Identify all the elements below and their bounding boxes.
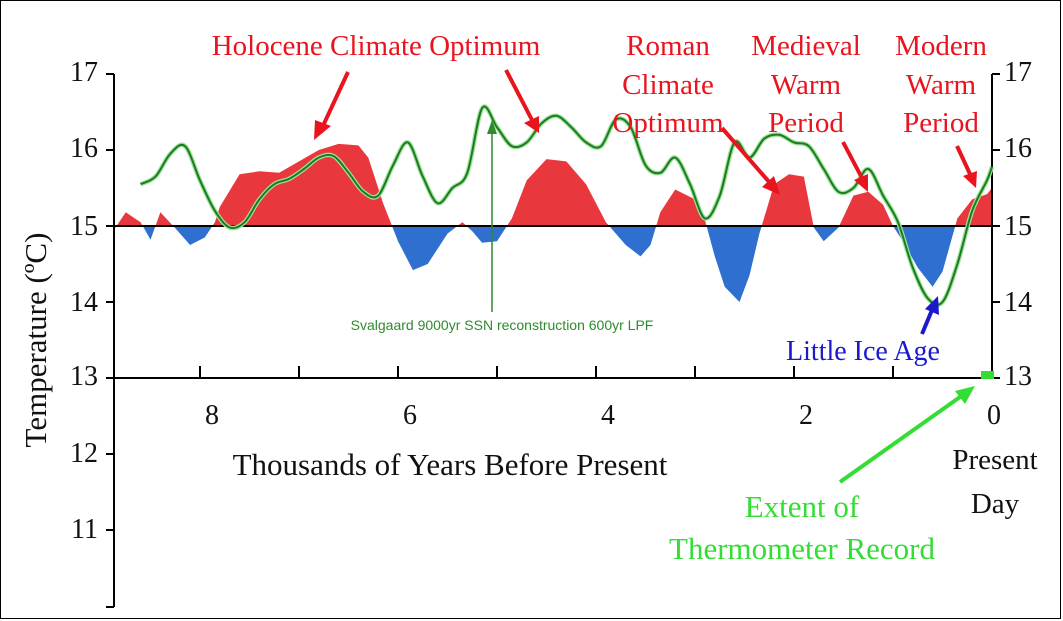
arrowhead-ssn-label bbox=[487, 120, 497, 134]
x-tick-6: 6 bbox=[403, 400, 417, 431]
arrow-modern bbox=[955, 145, 972, 175]
x-tick-2: 2 bbox=[799, 400, 813, 431]
arrow-roman bbox=[720, 126, 772, 185]
arrowhead-holocene-left bbox=[314, 120, 331, 140]
y-axis-label: Temperature (ºC) bbox=[18, 233, 53, 448]
y-tick-left-12: 12 bbox=[70, 438, 98, 469]
arrowhead-holocene-right bbox=[524, 116, 539, 133]
arrow-holocene-right bbox=[504, 69, 534, 121]
annotation-arrows bbox=[314, 69, 977, 484]
y-tick-left-15: 15 bbox=[70, 211, 98, 242]
x-tick-0: 0 bbox=[987, 400, 1001, 431]
y-tick-right-17: 17 bbox=[1004, 57, 1032, 88]
label-extent-of: Extent of bbox=[745, 489, 860, 524]
label-roman-3: Optimum bbox=[612, 107, 724, 139]
label-roman-2: Climate bbox=[622, 69, 714, 101]
y-tick-right-16: 16 bbox=[1004, 133, 1032, 164]
arrowhead-roman bbox=[762, 176, 780, 195]
arrowhead-modern bbox=[963, 171, 977, 188]
y-tick-right-15: 15 bbox=[1004, 211, 1032, 242]
thermometer-record-marker bbox=[981, 371, 994, 379]
label-roman-1: Roman bbox=[626, 30, 710, 62]
x-tick-8: 8 bbox=[205, 400, 219, 431]
arrowhead-thermometer bbox=[955, 386, 975, 404]
arrowhead-little-ice-age bbox=[925, 296, 939, 315]
arrowhead-medieval bbox=[854, 174, 868, 192]
x-tick-4: 4 bbox=[601, 400, 615, 431]
y-tick-right-13: 13 bbox=[1004, 361, 1032, 392]
area-above-baseline bbox=[114, 143, 992, 226]
y-tick-left-14: 14 bbox=[70, 287, 98, 318]
y-tick-left-17: 17 bbox=[70, 57, 98, 88]
label-thermometer-record: Thermometer Record bbox=[669, 531, 935, 566]
label-holocene-climate-optimum: Holocene Climate Optimum bbox=[212, 30, 541, 62]
label-medieval-1: Medieval bbox=[751, 30, 861, 62]
label-svalgaard-series: Svalgaard 9000yr SSN reconstruction 600y… bbox=[351, 317, 654, 333]
arrow-little-ice-age bbox=[920, 309, 934, 335]
label-medieval-2: Warm bbox=[771, 69, 842, 101]
label-medieval-3: Period bbox=[768, 107, 844, 139]
x-axis-label: Thousands of Years Before Present bbox=[233, 447, 668, 482]
y-tick-left-13: 13 bbox=[70, 361, 98, 392]
arrow-holocene-left bbox=[320, 71, 350, 129]
arrow-thermometer bbox=[838, 395, 962, 484]
label-modern-3: Period bbox=[903, 107, 979, 139]
label-present: Present bbox=[952, 444, 1037, 476]
arrow-medieval bbox=[841, 141, 864, 179]
y-tick-left-16: 16 bbox=[70, 133, 98, 164]
y-tick-left-11: 11 bbox=[71, 514, 98, 545]
label-modern-2: Warm bbox=[906, 69, 977, 101]
axis-ticks bbox=[106, 73, 1000, 608]
label-day: Day bbox=[971, 488, 1020, 520]
label-little-ice-age: Little Ice Age bbox=[786, 336, 940, 367]
label-modern-1: Modern bbox=[895, 30, 987, 62]
y-tick-right-14: 14 bbox=[1004, 287, 1032, 318]
